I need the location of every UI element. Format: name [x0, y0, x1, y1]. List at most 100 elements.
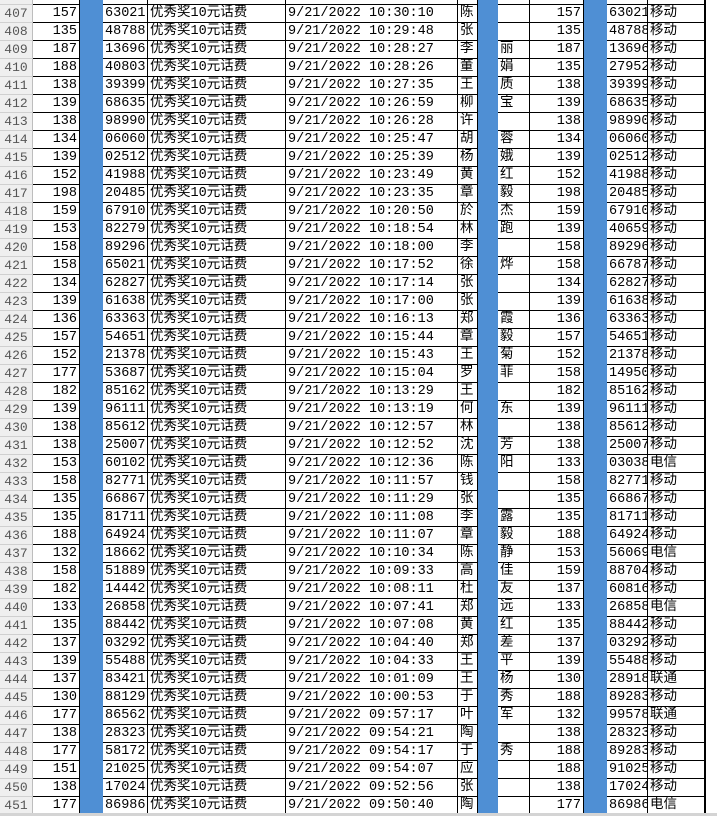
- cell-prefix-2[interactable]: 188: [530, 689, 584, 707]
- cell-prize[interactable]: 优秀奖10元话费: [148, 293, 286, 311]
- cell-given-name[interactable]: [498, 383, 530, 401]
- cell-prize[interactable]: 优秀奖10元话费: [148, 131, 286, 149]
- cell-surname[interactable]: 沈: [458, 437, 478, 455]
- cell-given-name[interactable]: 丽: [498, 41, 530, 59]
- cell-given-name[interactable]: 毅: [498, 527, 530, 545]
- cell-given-name[interactable]: 差: [498, 635, 530, 653]
- cell-prefix[interactable]: 138: [33, 113, 80, 131]
- cell-prefix-2[interactable]: 139: [530, 653, 584, 671]
- cell-carrier[interactable]: 移动: [648, 383, 705, 401]
- row-header[interactable]: 434: [0, 491, 33, 509]
- cell-prize[interactable]: 优秀奖10元话费: [148, 509, 286, 527]
- cell-suffix-2[interactable]: 13696: [607, 41, 648, 59]
- row-header[interactable]: 414: [0, 131, 33, 149]
- cell-prize[interactable]: 优秀奖10元话费: [148, 599, 286, 617]
- cell-datetime[interactable]: 9/21/2022 09:57:17: [286, 707, 458, 725]
- cell-carrier[interactable]: [648, 0, 705, 5]
- cell-prefix[interactable]: 151: [33, 761, 80, 779]
- cell-carrier[interactable]: 电信: [648, 455, 705, 473]
- cell-surname[interactable]: 王: [458, 653, 478, 671]
- cell-suffix-2[interactable]: 89296: [607, 239, 648, 257]
- row-header[interactable]: 424: [0, 311, 33, 329]
- cell-suffix-2[interactable]: 63021: [607, 5, 648, 23]
- cell-prize[interactable]: 优秀奖10元话费: [148, 527, 286, 545]
- cell-suffix[interactable]: 88442: [103, 617, 148, 635]
- cell-prize[interactable]: 优秀奖10元话费: [148, 689, 286, 707]
- cell-surname[interactable]: 张: [458, 23, 478, 41]
- cell-given-name[interactable]: 杰: [498, 203, 530, 221]
- cell-surname[interactable]: 郑: [458, 311, 478, 329]
- cell-prize[interactable]: 优秀奖10元话费: [148, 419, 286, 437]
- cell-datetime[interactable]: 9/21/2022 10:11:57: [286, 473, 458, 491]
- cell-surname[interactable]: 王: [458, 383, 478, 401]
- cell-suffix[interactable]: 39399: [103, 77, 148, 95]
- cell-prize[interactable]: 优秀奖10元话费: [148, 383, 286, 401]
- cell-carrier[interactable]: 移动: [648, 563, 705, 581]
- cell-surname[interactable]: 张: [458, 779, 478, 797]
- row-header[interactable]: 437: [0, 545, 33, 563]
- row-header[interactable]: 407: [0, 5, 33, 23]
- cell-suffix[interactable]: 86562: [103, 707, 148, 725]
- cell-suffix[interactable]: 06060: [103, 131, 148, 149]
- cell-prize[interactable]: 优秀奖10元话费: [148, 545, 286, 563]
- cell-given-name[interactable]: [498, 0, 530, 5]
- cell-datetime[interactable]: 9/21/2022 10:09:33: [286, 563, 458, 581]
- cell-carrier[interactable]: 移动: [648, 167, 705, 185]
- cell-datetime[interactable]: 9/21/2022 10:08:11: [286, 581, 458, 599]
- cell-given-name[interactable]: [498, 113, 530, 131]
- cell-given-name[interactable]: 远: [498, 599, 530, 617]
- cell-given-name[interactable]: [498, 23, 530, 41]
- cell-suffix[interactable]: 51889: [103, 563, 148, 581]
- cell-suffix[interactable]: 17024: [103, 779, 148, 797]
- cell-suffix[interactable]: 89296: [103, 239, 148, 257]
- cell-suffix[interactable]: 66867: [103, 491, 148, 509]
- cell-carrier[interactable]: 移动: [648, 365, 705, 383]
- cell-suffix[interactable]: 81711: [103, 509, 148, 527]
- cell-prefix-2[interactable]: 158: [530, 365, 584, 383]
- cell-given-name[interactable]: [498, 761, 530, 779]
- cell-prefix[interactable]: 139: [33, 653, 80, 671]
- cell-carrier[interactable]: 移动: [648, 761, 705, 779]
- cell-prefix-2[interactable]: 138: [530, 77, 584, 95]
- cell-prefix[interactable]: 138: [33, 779, 80, 797]
- cell-prefix[interactable]: 138: [33, 419, 80, 437]
- cell-suffix-2[interactable]: 54651: [607, 329, 648, 347]
- cell-suffix[interactable]: 21378: [103, 347, 148, 365]
- cell-carrier[interactable]: 移动: [648, 203, 705, 221]
- cell-prize[interactable]: 优秀奖10元话费: [148, 167, 286, 185]
- cell-suffix[interactable]: 40803: [103, 59, 148, 77]
- cell-prefix-2[interactable]: 130: [530, 671, 584, 689]
- cell-prize[interactable]: 优秀奖10元话费: [148, 311, 286, 329]
- cell-prefix-2[interactable]: 132: [530, 707, 584, 725]
- cell-prefix-2[interactable]: 138: [530, 113, 584, 131]
- cell-given-name[interactable]: [498, 419, 530, 437]
- cell-given-name[interactable]: 平: [498, 653, 530, 671]
- cell-prefix[interactable]: 159: [33, 203, 80, 221]
- cell-carrier[interactable]: 移动: [648, 743, 705, 761]
- cell-suffix[interactable]: 58172: [103, 743, 148, 761]
- cell-prefix-2[interactable]: 135: [530, 59, 584, 77]
- cell-suffix-2[interactable]: 17024: [607, 779, 648, 797]
- row-header[interactable]: 419: [0, 221, 33, 239]
- cell-prefix[interactable]: 157: [33, 5, 80, 23]
- row-header[interactable]: 422: [0, 275, 33, 293]
- cell-given-name[interactable]: 军: [498, 707, 530, 725]
- cell-datetime[interactable]: 9/21/2022 10:07:41: [286, 599, 458, 617]
- cell-datetime[interactable]: 9/21/2022 10:13:29: [286, 383, 458, 401]
- cell-given-name[interactable]: [498, 473, 530, 491]
- cell-given-name[interactable]: 红: [498, 617, 530, 635]
- cell-surname[interactable]: 罗: [458, 365, 478, 383]
- cell-given-name[interactable]: 红: [498, 167, 530, 185]
- row-header[interactable]: 423: [0, 293, 33, 311]
- cell-given-name[interactable]: [498, 491, 530, 509]
- row-header[interactable]: 417: [0, 185, 33, 203]
- cell-prize[interactable]: 优秀奖10元话费: [148, 761, 286, 779]
- cell-surname[interactable]: 郑: [458, 635, 478, 653]
- cell-prefix[interactable]: 139: [33, 149, 80, 167]
- cell-prize[interactable]: 优秀奖10元话费: [148, 455, 286, 473]
- cell-prize[interactable]: 优秀奖10元话费: [148, 743, 286, 761]
- cell-suffix[interactable]: 88129: [103, 689, 148, 707]
- cell-suffix-2[interactable]: 25007: [607, 437, 648, 455]
- row-header[interactable]: 435: [0, 509, 33, 527]
- cell-datetime[interactable]: 9/21/2022 10:10:34: [286, 545, 458, 563]
